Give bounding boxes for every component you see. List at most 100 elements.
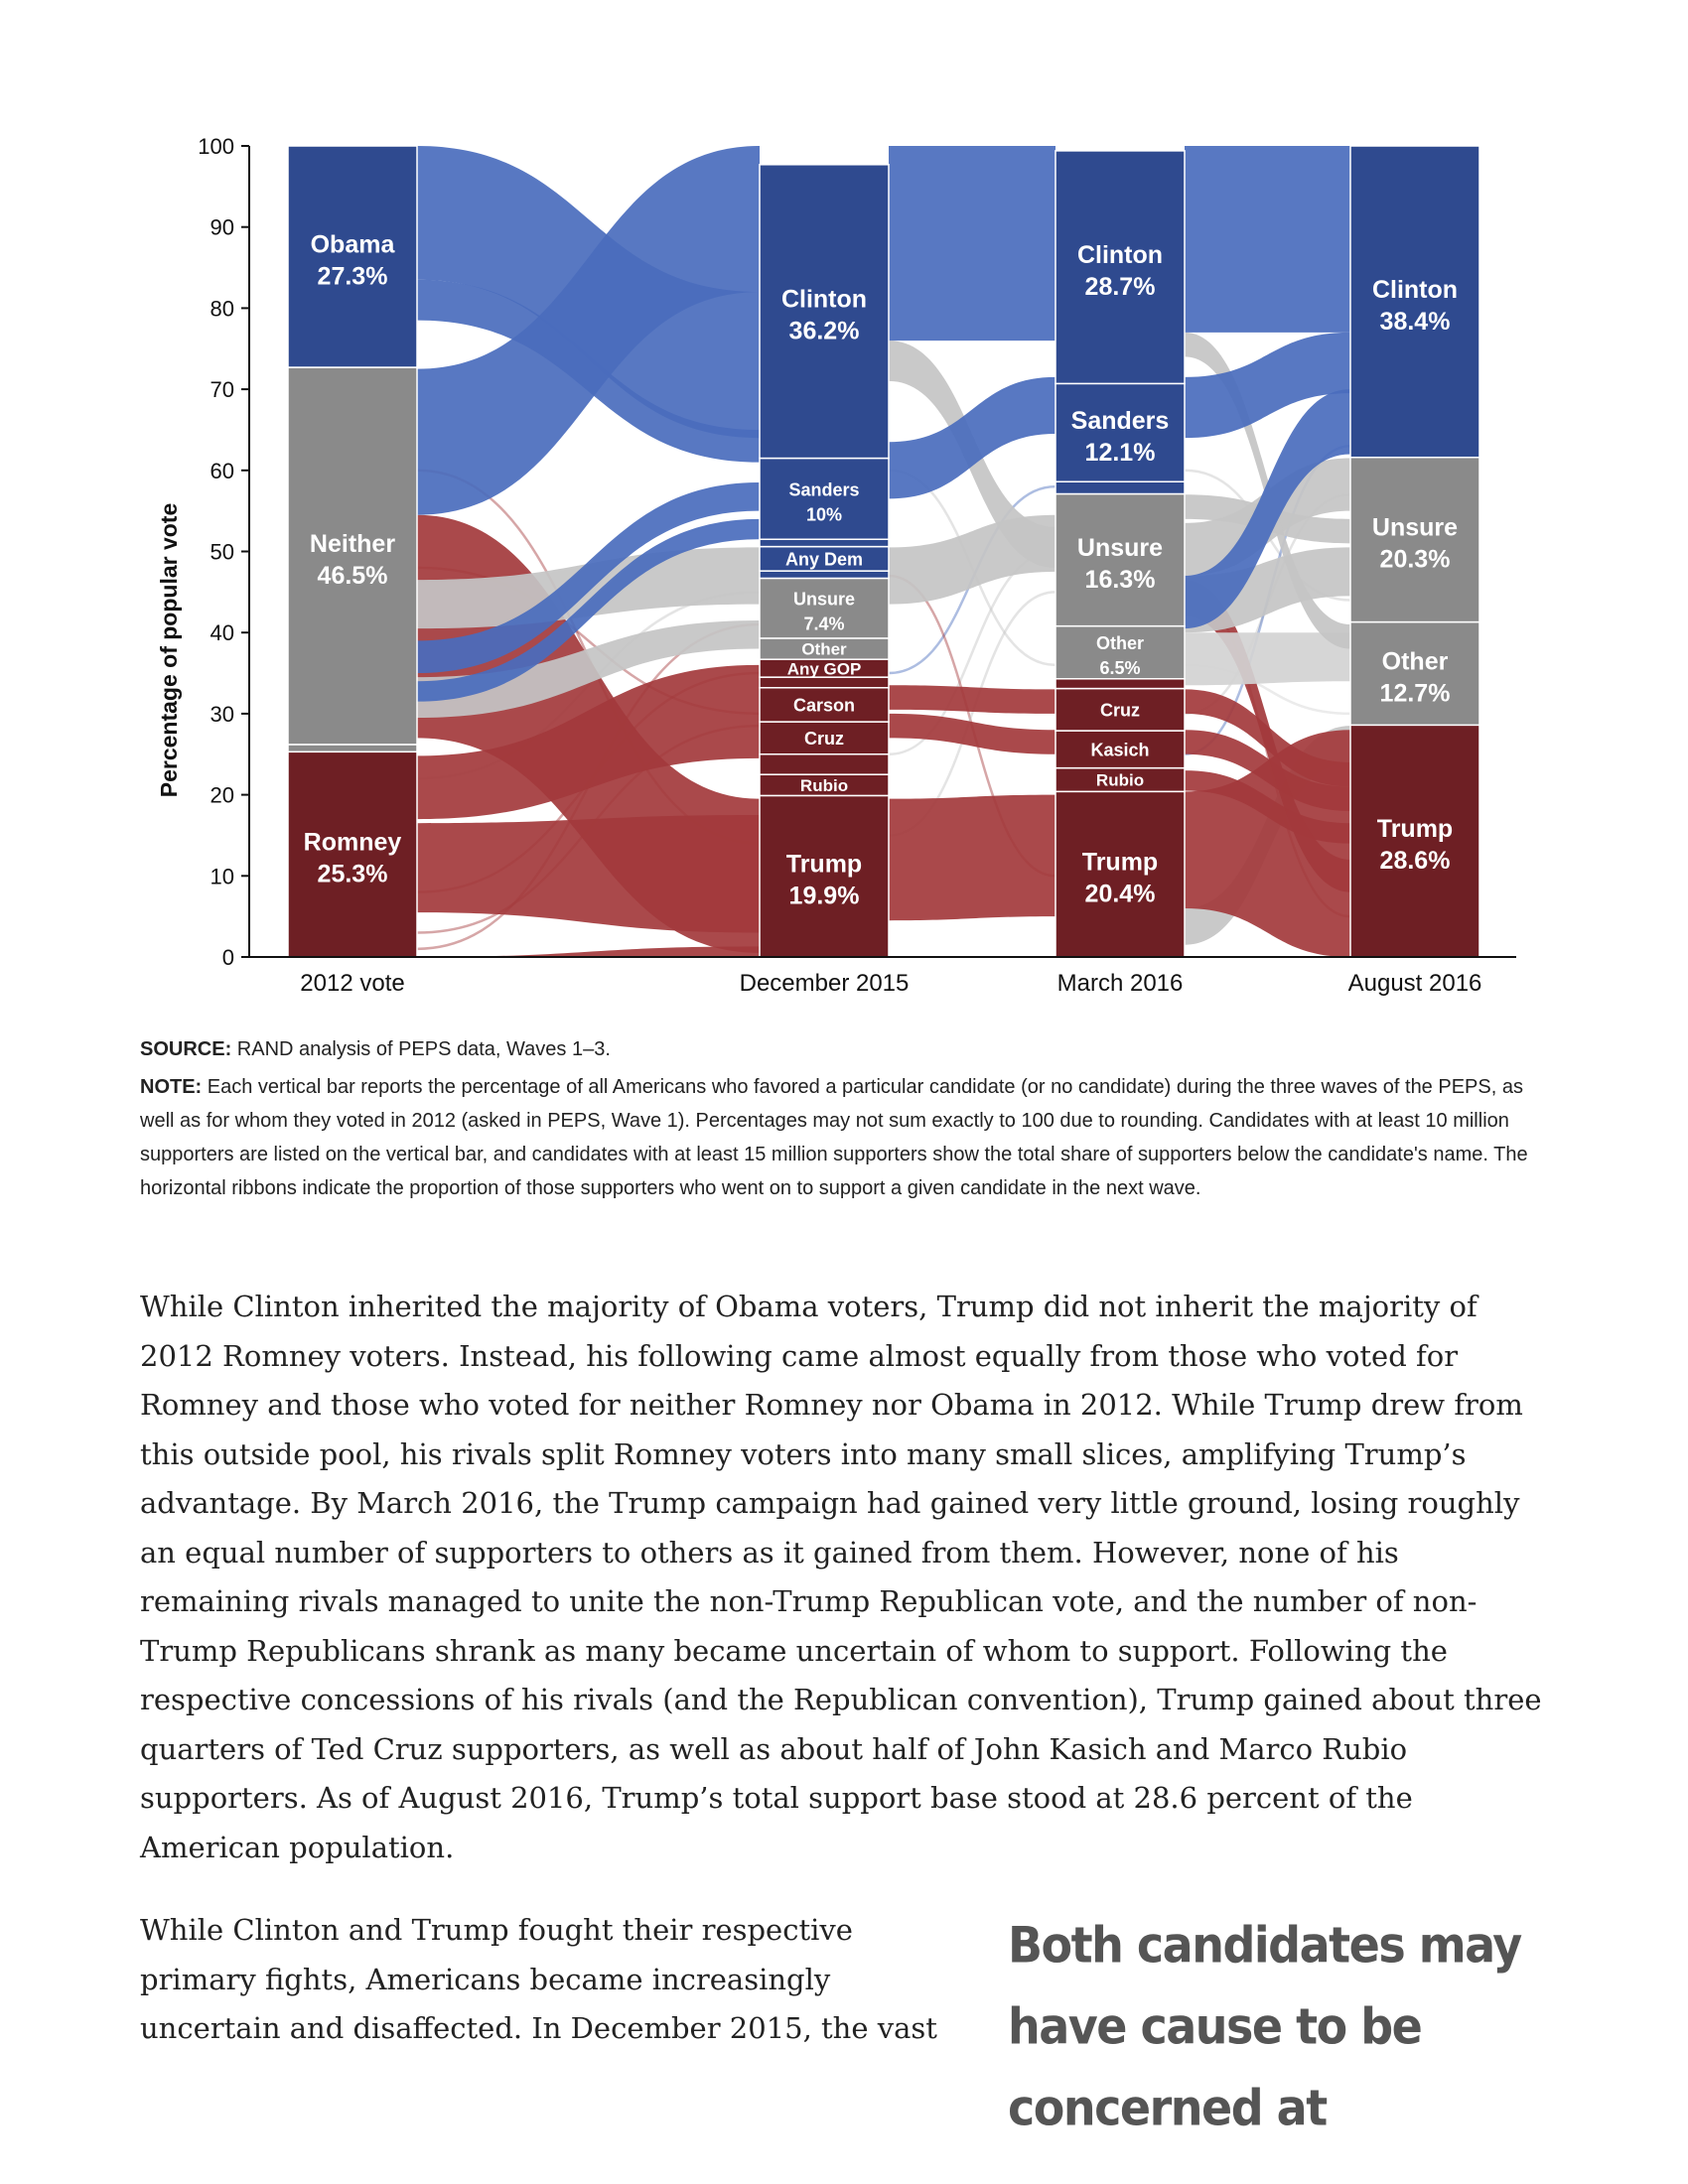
- x-tick-label: August 2016: [1348, 970, 1482, 997]
- segment-name-label: Cruz: [804, 729, 844, 749]
- segment-name-label: Any Dem: [785, 549, 863, 569]
- segment-name-label: Sanders: [788, 479, 859, 499]
- bar-segment: [1055, 382, 1186, 482]
- bar-segment: [1055, 492, 1186, 627]
- bar-segment: [1349, 456, 1480, 623]
- flow-ribbon: [1185, 580, 1350, 892]
- bar-segment: [1349, 145, 1480, 459]
- bar-segment: [759, 794, 890, 958]
- segment-name-label: Other: [1382, 647, 1449, 675]
- flow-ribbon: [417, 146, 760, 439]
- bar-segment: [1349, 724, 1480, 958]
- bar-segment: [1055, 678, 1186, 690]
- y-tick-label: 60: [211, 459, 234, 483]
- bar-segment: [1055, 790, 1186, 958]
- x-tick-label: March 2016: [1057, 970, 1184, 997]
- segment-pct-label: 7.4%: [803, 614, 844, 634]
- flow-ribbon: [417, 518, 760, 702]
- segment-pct-label: 19.9%: [789, 883, 860, 910]
- segment-name-label: Clinton: [781, 286, 867, 314]
- segment-name-label: Kasich: [1090, 740, 1149, 759]
- segment-name-label: Clinton: [1372, 276, 1458, 304]
- label-layer: Romney 25.3% Neither 46.5% Obama 27.3% 2012 vo…: [300, 231, 1481, 997]
- segment-pct-label: 20.3%: [1380, 546, 1451, 574]
- y-tick-label: 20: [211, 783, 234, 808]
- bar-segment: [1055, 480, 1186, 495]
- bar-segment: [759, 577, 890, 639]
- pull-quote: Both candidates may have cause to be con…: [1008, 1915, 1522, 2137]
- note-label: NOTE:: [140, 1076, 203, 1098]
- segment-pct-label: 27.3%: [318, 263, 388, 291]
- flow-ribbon: [1185, 770, 1350, 844]
- source-text: RAND analysis of PEPS data, Waves 1–3.: [231, 1038, 611, 1060]
- ribbon-layer: [416, 146, 1351, 957]
- y-tick-label: 90: [211, 215, 234, 240]
- segment-name-label: Unsure: [1372, 514, 1458, 542]
- bar-segment: [759, 164, 890, 460]
- bar-segment: [287, 751, 418, 958]
- bar-segment: [759, 753, 890, 775]
- flow-ribbon: [889, 713, 1055, 754]
- bar-segment: [759, 457, 890, 540]
- flow-ribbon: [417, 619, 760, 718]
- segment-name-label: Obama: [311, 231, 396, 259]
- chart-notes: SOURCE: RAND analysis of PEPS data, Wave…: [140, 1032, 1550, 1209]
- note-paragraph: NOTE: Each vertical bar reports the perc…: [140, 1070, 1550, 1205]
- bar-segment: [1055, 150, 1186, 385]
- segment-pct-label: 6.5%: [1099, 658, 1140, 678]
- flow-ribbon: [1185, 146, 1350, 333]
- article-paragraph-1: While Clinton inherited the majority of …: [140, 1290, 1542, 1864]
- x-tick-label: 2012 vote: [300, 970, 404, 997]
- y-tick-label: 0: [222, 945, 234, 970]
- bar-layer: [287, 145, 1480, 958]
- flow-ribbon: [1185, 332, 1350, 439]
- y-tick-label: 70: [211, 377, 234, 402]
- segment-pct-label: 36.2%: [789, 318, 860, 345]
- segment-name-label: Sanders: [1071, 407, 1170, 435]
- flow-ribbon: [417, 482, 760, 674]
- axis-layer: 0 10 20 30 40 50 60 70 80 90 100 Percentage of pop…: [156, 134, 1516, 970]
- segment-name-label: Trump: [1082, 849, 1158, 877]
- alluvial-chart: 0 10 20 30 40 50 60 70 80 90 100 Percentage of pop…: [156, 134, 1516, 997]
- segment-name-label: Neither: [310, 530, 395, 558]
- bar-segment: [759, 538, 890, 548]
- segment-name-label: Rubio: [800, 776, 848, 795]
- segment-name-label: Unsure: [793, 590, 855, 610]
- flow-ribbon: [1185, 730, 1350, 811]
- note-text: Each vertical bar reports the percentage…: [140, 1076, 1528, 1199]
- segment-name-label: Any GOP: [787, 659, 862, 678]
- bar-segment: [759, 570, 890, 580]
- segment-pct-label: 25.3%: [318, 861, 388, 888]
- flow-ribbon: [889, 794, 1055, 921]
- source-note: SOURCE: RAND analysis of PEPS data, Wave…: [140, 1032, 1550, 1066]
- bar-segment: [1055, 687, 1186, 732]
- flow-ribbon: [889, 146, 1055, 341]
- bar-segment: [759, 676, 890, 689]
- segment-name-label: Cruz: [1100, 700, 1140, 720]
- segment-name-label: Unsure: [1077, 534, 1163, 562]
- flow-ribbon: [889, 376, 1055, 499]
- bar-segment: [287, 145, 418, 368]
- segment-pct-label: 38.4%: [1380, 308, 1451, 336]
- segment-pct-label: 28.6%: [1380, 847, 1451, 875]
- source-label: SOURCE:: [140, 1038, 232, 1060]
- y-tick-label: 40: [211, 620, 234, 645]
- segment-pct-label: 12.1%: [1085, 439, 1156, 467]
- segment-name-label: Other: [801, 640, 847, 659]
- y-tick-label: 10: [211, 864, 234, 888]
- y-axis-label: Percentage of popular vote: [156, 503, 182, 798]
- segment-name-label: Romney: [304, 829, 402, 857]
- y-tick-label: 30: [211, 702, 234, 727]
- flow-ribbon: [889, 685, 1055, 714]
- flow-ribbon: [417, 946, 760, 957]
- segment-name-label: Other: [1096, 633, 1144, 653]
- flow-ribbon: [1185, 389, 1350, 629]
- segment-name-label: Rubio: [1096, 771, 1144, 790]
- segment-pct-label: 46.5%: [318, 562, 388, 590]
- segment-name-label: Trump: [786, 851, 862, 879]
- y-tick-label: 100: [198, 134, 234, 159]
- segment-name-label: Clinton: [1077, 241, 1163, 269]
- y-tick-label: 80: [211, 296, 234, 321]
- flow-ribbon: [1185, 547, 1350, 633]
- flow-ribbon: [1185, 632, 1350, 686]
